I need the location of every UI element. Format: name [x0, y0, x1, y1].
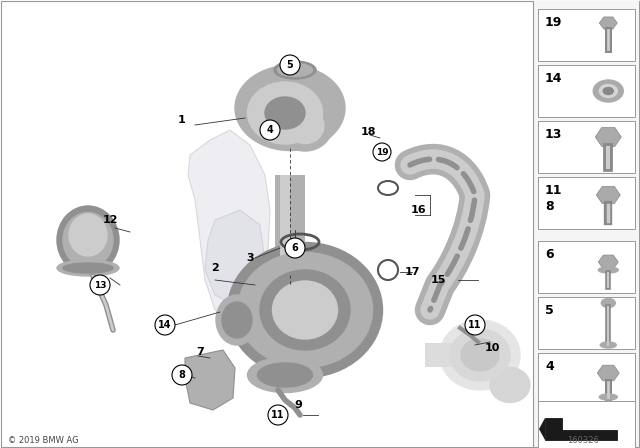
Ellipse shape — [274, 61, 316, 79]
Ellipse shape — [222, 302, 252, 338]
Circle shape — [260, 120, 280, 140]
Ellipse shape — [257, 363, 312, 387]
Ellipse shape — [440, 320, 520, 390]
Circle shape — [373, 143, 391, 161]
Ellipse shape — [599, 85, 617, 98]
Text: 8: 8 — [179, 370, 186, 380]
Text: 2: 2 — [211, 263, 219, 273]
Text: 10: 10 — [484, 343, 500, 353]
Text: 14: 14 — [158, 320, 172, 330]
Text: 19: 19 — [376, 147, 388, 156]
Ellipse shape — [63, 263, 113, 273]
Ellipse shape — [235, 65, 345, 151]
Text: 9: 9 — [294, 400, 302, 410]
Text: 4: 4 — [267, 125, 273, 135]
Polygon shape — [597, 365, 620, 381]
Ellipse shape — [599, 394, 617, 400]
Polygon shape — [599, 17, 617, 29]
Polygon shape — [188, 130, 270, 320]
FancyBboxPatch shape — [538, 121, 635, 173]
Ellipse shape — [273, 281, 337, 339]
Polygon shape — [545, 418, 617, 440]
Ellipse shape — [69, 214, 107, 256]
Polygon shape — [205, 210, 265, 305]
FancyBboxPatch shape — [425, 343, 480, 367]
Text: 8: 8 — [545, 199, 554, 212]
Ellipse shape — [490, 367, 530, 402]
Text: 13: 13 — [93, 280, 106, 289]
FancyBboxPatch shape — [275, 175, 305, 290]
Text: 16: 16 — [410, 205, 426, 215]
Text: 18: 18 — [360, 127, 376, 137]
Ellipse shape — [278, 101, 333, 151]
Circle shape — [172, 365, 192, 385]
Text: 5: 5 — [287, 60, 293, 70]
Text: 6: 6 — [292, 243, 298, 253]
Ellipse shape — [227, 242, 383, 378]
Ellipse shape — [278, 64, 312, 77]
FancyBboxPatch shape — [538, 297, 635, 349]
Ellipse shape — [461, 339, 499, 371]
Text: 5: 5 — [545, 303, 554, 316]
Polygon shape — [539, 418, 545, 440]
Polygon shape — [598, 255, 618, 269]
FancyBboxPatch shape — [280, 175, 290, 290]
Ellipse shape — [248, 358, 323, 392]
FancyBboxPatch shape — [538, 9, 635, 61]
Ellipse shape — [598, 267, 618, 273]
Ellipse shape — [57, 260, 119, 276]
Ellipse shape — [57, 206, 119, 274]
Circle shape — [268, 405, 288, 425]
Text: 7: 7 — [196, 347, 204, 357]
Ellipse shape — [450, 329, 510, 381]
Ellipse shape — [286, 108, 324, 143]
Ellipse shape — [216, 295, 258, 345]
Circle shape — [465, 315, 485, 335]
Circle shape — [90, 275, 110, 295]
Ellipse shape — [265, 97, 305, 129]
Circle shape — [285, 238, 305, 258]
FancyBboxPatch shape — [533, 1, 639, 447]
Text: 12: 12 — [102, 215, 118, 225]
Text: 17: 17 — [404, 267, 420, 277]
Circle shape — [155, 315, 175, 335]
FancyBboxPatch shape — [538, 401, 635, 448]
Text: 14: 14 — [545, 72, 563, 85]
Text: 1: 1 — [178, 115, 186, 125]
Text: 3: 3 — [246, 253, 254, 263]
Ellipse shape — [63, 212, 113, 267]
Text: 6: 6 — [545, 247, 554, 260]
Text: 13: 13 — [545, 128, 563, 141]
FancyBboxPatch shape — [538, 65, 635, 117]
Text: © 2019 BMW AG: © 2019 BMW AG — [8, 435, 79, 444]
Polygon shape — [185, 350, 235, 410]
FancyBboxPatch shape — [538, 241, 635, 293]
Polygon shape — [596, 186, 620, 204]
Text: 19: 19 — [545, 16, 563, 29]
Ellipse shape — [604, 87, 613, 95]
Circle shape — [280, 55, 300, 75]
Text: 4: 4 — [545, 359, 554, 372]
Ellipse shape — [237, 253, 372, 367]
Polygon shape — [595, 128, 621, 146]
Text: 15: 15 — [430, 275, 445, 285]
Ellipse shape — [602, 298, 615, 307]
Text: 11: 11 — [545, 184, 563, 197]
Text: 160326: 160326 — [567, 435, 599, 444]
Ellipse shape — [248, 82, 323, 144]
Text: 11: 11 — [271, 410, 285, 420]
Ellipse shape — [593, 80, 623, 102]
FancyBboxPatch shape — [538, 177, 635, 229]
Text: 11: 11 — [468, 320, 482, 330]
Ellipse shape — [600, 342, 616, 348]
Ellipse shape — [260, 270, 350, 350]
FancyBboxPatch shape — [538, 353, 635, 405]
